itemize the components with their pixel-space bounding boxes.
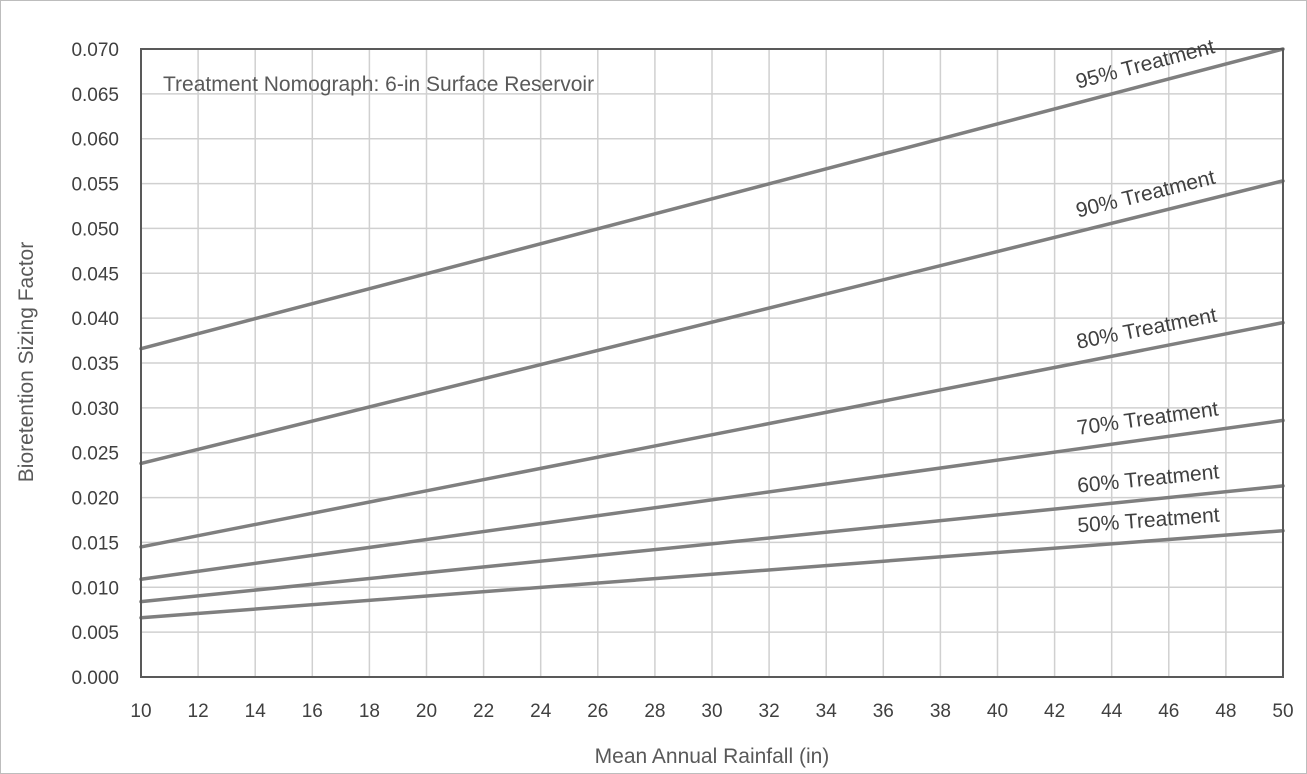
y-axis-ticks: 0.000 0.005 0.010 0.015 0.020 0.025 0.030 0.035… xyxy=(71,40,119,689)
series-line-50-treatment xyxy=(139,529,1285,620)
y-tick-label: 0.065 xyxy=(71,85,119,106)
x-tick-label: 40 xyxy=(987,701,1008,722)
x-tick-label: 24 xyxy=(530,701,552,722)
x-axis-title: Mean Annual Rainfall (in) xyxy=(595,745,830,768)
series-line-70-treatment xyxy=(139,418,1285,581)
x-tick-label: 46 xyxy=(1158,701,1179,722)
x-axis-ticks: 10 12 14 16 18 20 22 24 26 28 30 32 34 36 38 40 42 44 46 48… xyxy=(130,701,1293,722)
x-tick-label: 42 xyxy=(1044,701,1065,722)
y-tick-label: 0.070 xyxy=(71,40,119,61)
x-tick-label: 20 xyxy=(416,701,437,722)
series-label-80-treatment: 80% Treatment xyxy=(1075,304,1219,354)
x-tick-label: 38 xyxy=(930,701,951,722)
x-tick-label: 18 xyxy=(359,701,380,722)
x-tick-label: 16 xyxy=(302,701,323,722)
series-line-90-treatment xyxy=(139,179,1285,466)
y-tick-label: 0.035 xyxy=(71,354,119,375)
plot-area-frame xyxy=(140,48,1284,678)
series-label-50-treatment: 50% Treatment xyxy=(1077,504,1221,538)
series-label-60-treatment: 60% Treatment xyxy=(1076,460,1220,497)
x-tick-label: 36 xyxy=(873,701,894,722)
x-tick-label: 32 xyxy=(759,701,780,722)
x-tick-label: 12 xyxy=(188,701,209,722)
y-tick-label: 0.055 xyxy=(71,175,119,196)
y-tick-label: 0.010 xyxy=(71,578,119,599)
x-tick-label: 50 xyxy=(1272,701,1293,722)
y-tick-label: 0.000 xyxy=(71,668,119,689)
y-tick-label: 0.020 xyxy=(71,489,119,510)
y-tick-label: 0.030 xyxy=(71,399,119,420)
x-tick-label: 22 xyxy=(473,701,494,722)
x-tick-label: 10 xyxy=(130,701,151,722)
x-tick-label: 28 xyxy=(644,701,665,722)
x-tick-label: 14 xyxy=(245,701,267,722)
x-tick-label: 26 xyxy=(587,701,608,722)
y-tick-label: 0.045 xyxy=(71,264,119,285)
y-tick-label: 0.040 xyxy=(71,309,119,330)
y-axis-title: Bioretention Sizing Factor xyxy=(15,242,38,482)
y-tick-label: 0.015 xyxy=(71,533,119,554)
y-tick-label: 0.005 xyxy=(71,623,119,644)
x-tick-label: 30 xyxy=(701,701,722,722)
y-tick-label: 0.050 xyxy=(71,219,119,240)
x-tick-label: 48 xyxy=(1215,701,1236,722)
y-tick-label: 0.025 xyxy=(71,444,119,465)
y-tick-label: 0.060 xyxy=(71,130,119,151)
chart-title: Treatment Nomograph: 6-in Surface Reserv… xyxy=(163,73,594,96)
series-line-60-treatment xyxy=(139,484,1285,604)
series-line-80-treatment xyxy=(139,320,1285,549)
series-layer xyxy=(139,47,1285,620)
x-tick-label: 34 xyxy=(816,701,838,722)
x-tick-label: 44 xyxy=(1101,701,1123,722)
series-line-95-treatment xyxy=(139,47,1285,351)
